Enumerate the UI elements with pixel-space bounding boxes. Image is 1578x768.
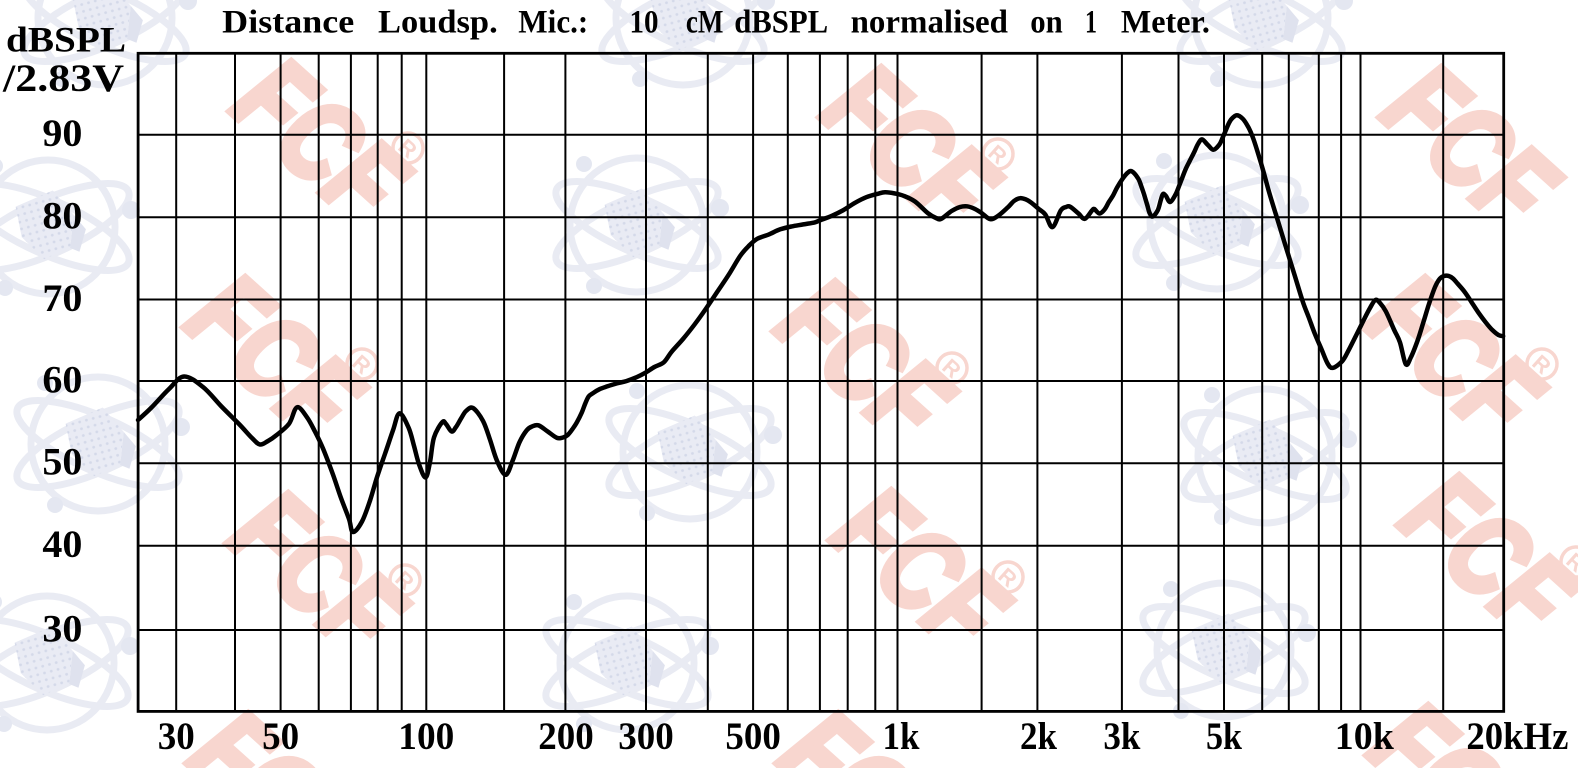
svg-text:40: 40 — [42, 523, 82, 566]
svg-text:70: 70 — [42, 277, 82, 320]
svg-text:60: 60 — [42, 358, 82, 401]
svg-text:/2.83V: /2.83V — [2, 57, 124, 100]
svg-text:dBSPL: dBSPL — [6, 20, 126, 60]
svg-text:1: 1 — [1085, 5, 1097, 41]
svg-text:10k: 10k — [1335, 715, 1394, 758]
svg-text:50: 50 — [42, 441, 82, 484]
svg-text:Mic.:: Mic.: — [518, 5, 588, 41]
svg-text:1k: 1k — [883, 715, 920, 758]
svg-text:500: 500 — [725, 715, 781, 758]
svg-text:cM: cM — [686, 5, 724, 41]
svg-text:5k: 5k — [1206, 715, 1242, 758]
svg-text:20kHz: 20kHz — [1466, 715, 1568, 758]
svg-text:dBSPL: dBSPL — [734, 5, 828, 41]
svg-text:30: 30 — [158, 715, 195, 758]
svg-text:on: on — [1030, 5, 1063, 41]
svg-text:normalised: normalised — [851, 5, 1008, 41]
svg-text:10: 10 — [630, 5, 659, 41]
svg-text:80: 80 — [42, 195, 82, 238]
svg-text:200: 200 — [538, 715, 594, 758]
svg-text:Loudsp.: Loudsp. — [378, 5, 498, 41]
svg-text:100: 100 — [398, 715, 454, 758]
svg-text:300: 300 — [618, 715, 674, 758]
svg-text:50: 50 — [262, 715, 299, 758]
svg-text:90: 90 — [42, 112, 82, 155]
svg-text:Meter.: Meter. — [1121, 5, 1210, 41]
svg-text:Distance: Distance — [222, 5, 354, 41]
svg-text:30: 30 — [42, 607, 82, 650]
svg-text:3k: 3k — [1103, 715, 1140, 758]
svg-text:2k: 2k — [1020, 715, 1057, 758]
